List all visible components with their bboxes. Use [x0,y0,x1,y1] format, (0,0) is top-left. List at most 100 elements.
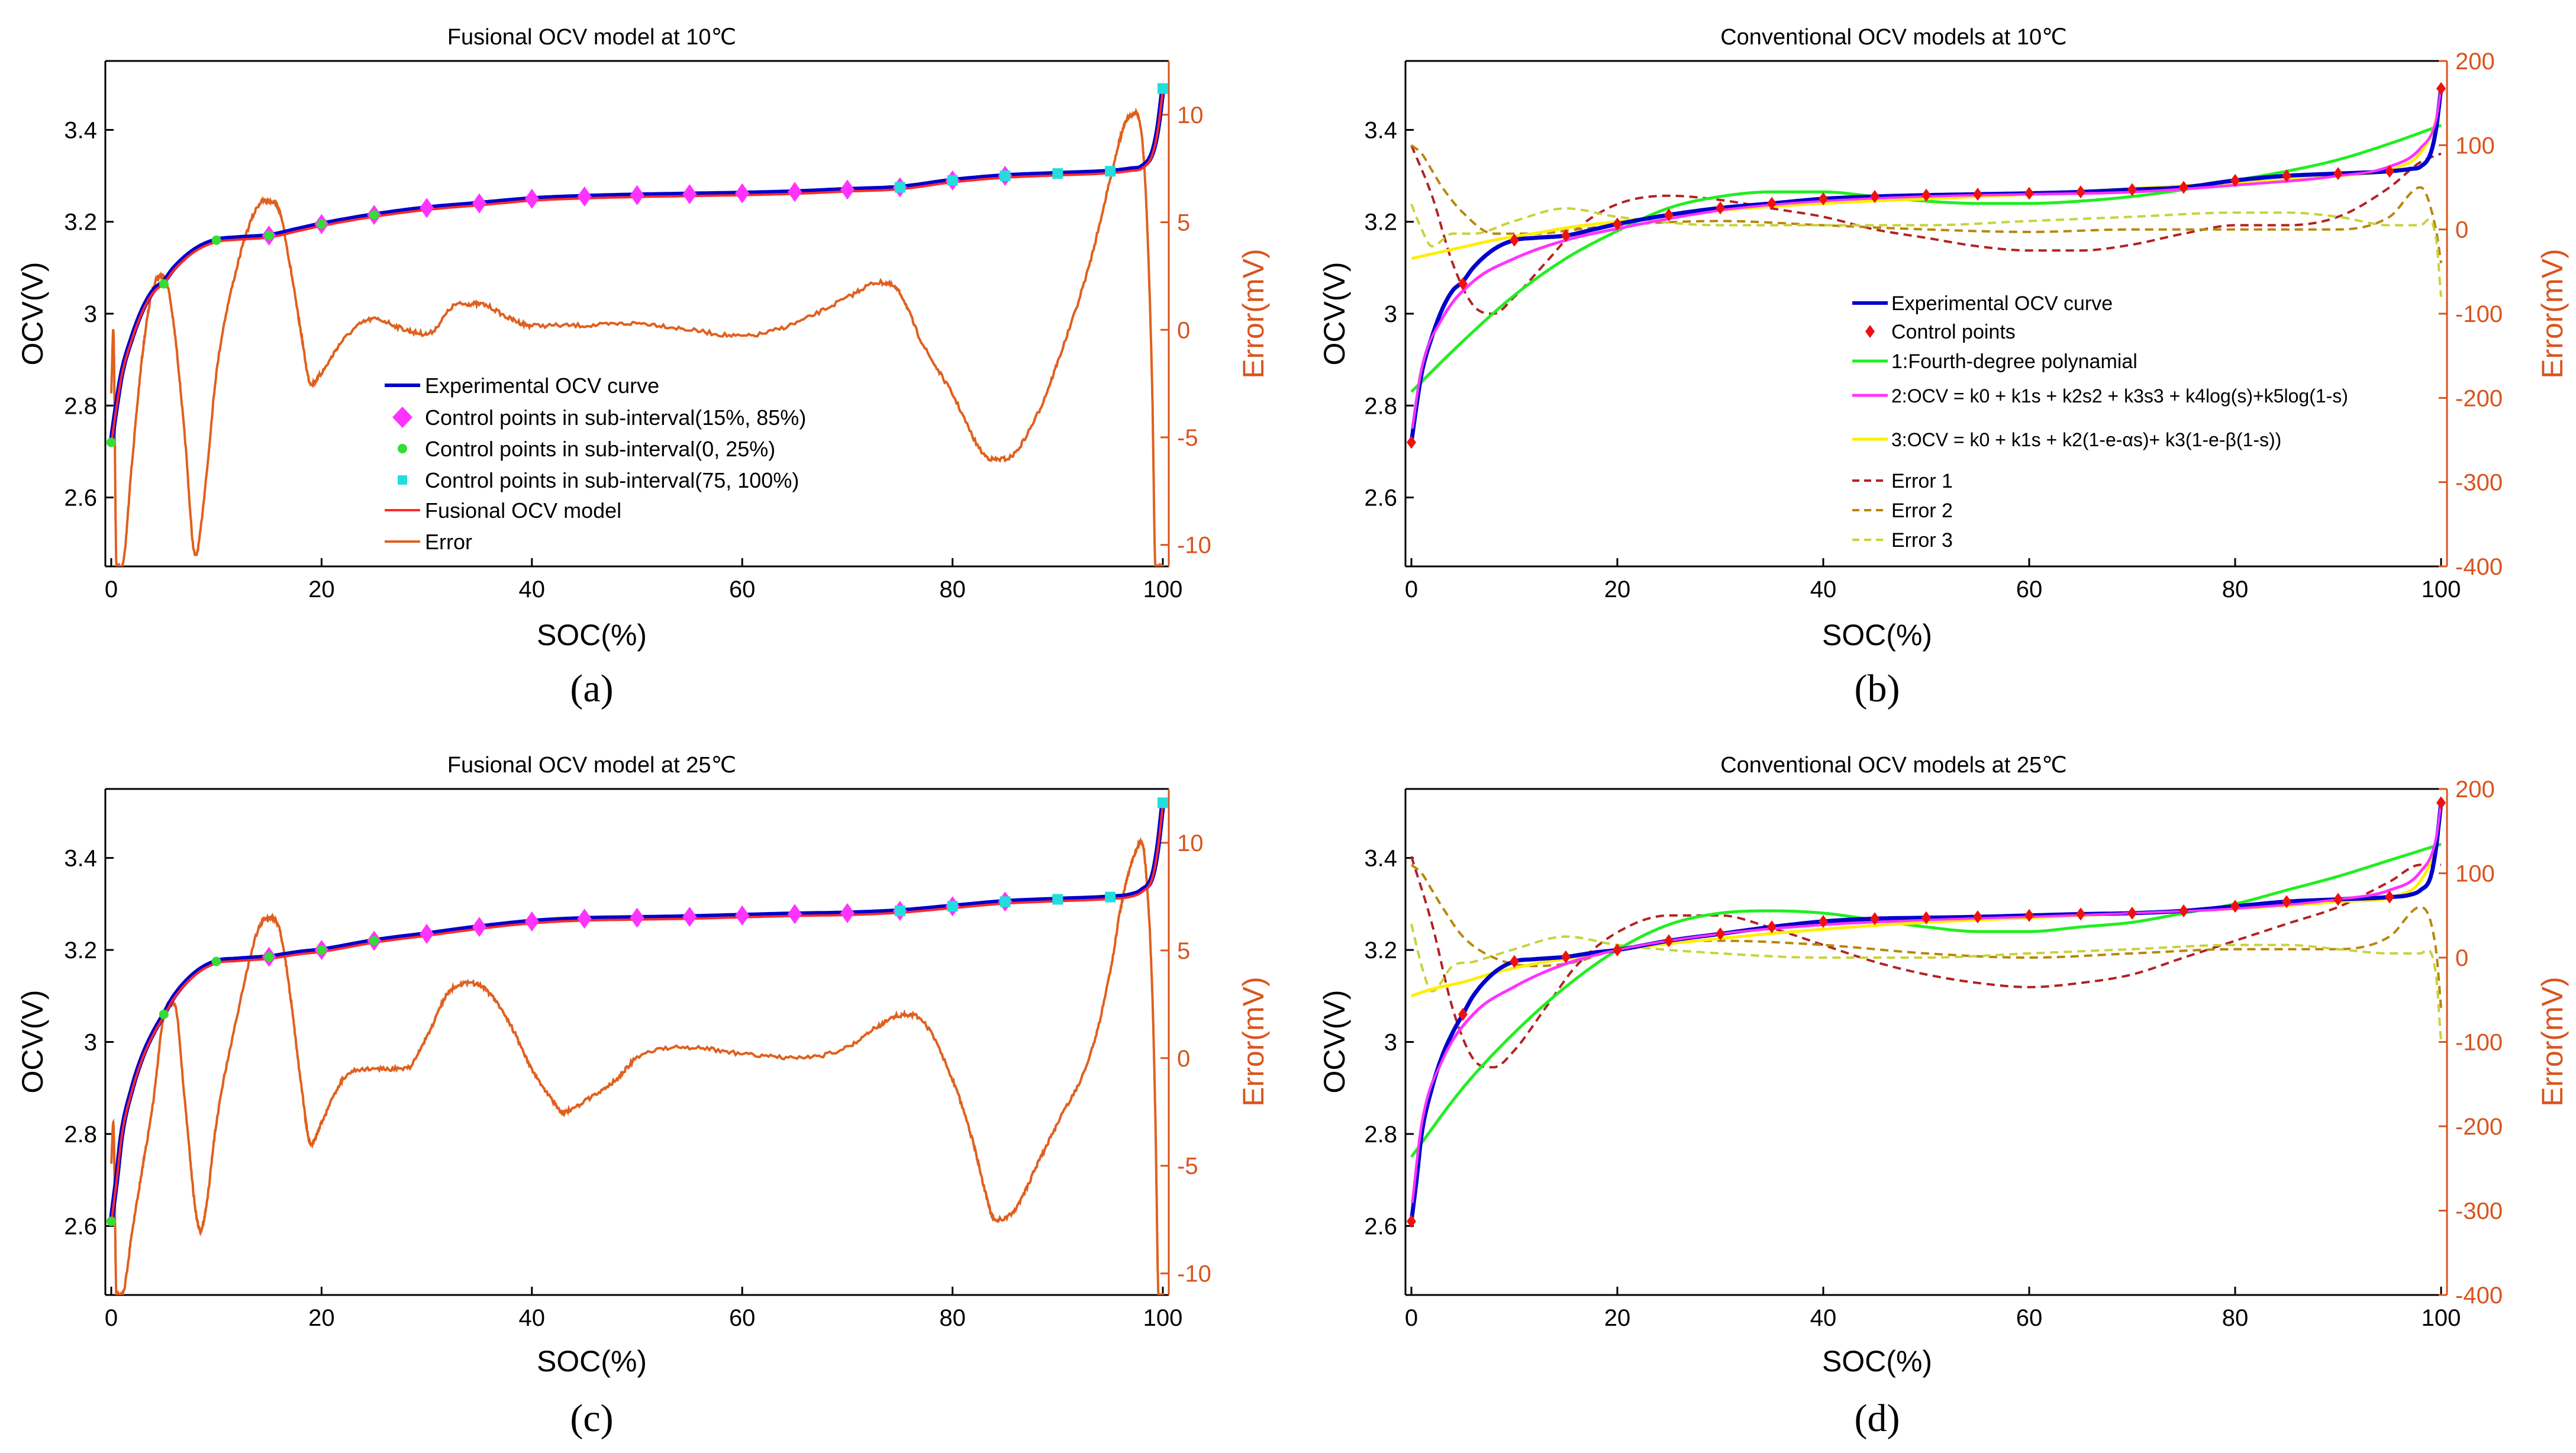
panel-b-control-point [2127,183,2137,196]
panel-a-experimental-line [108,88,1166,443]
panel-d-control-point [1613,943,1622,957]
panel-c-ytick-label: 3 [84,1030,97,1056]
panel-d-control-point [2076,907,2085,921]
panel-c-control-point-mid [840,903,855,923]
panel-a-control-point-low [159,279,169,289]
panel-a-control-point-mid [735,183,750,204]
panel-d-plot: 0 20 40 60 80 100 2.6 2.8 3 3.2 3.4 -400 -300 -200 -10… [1364,777,2503,1331]
legend-b-control: Control points [1891,321,2016,343]
panel-b-control-point [2024,186,2034,200]
panel-d-control-point [1407,1214,1416,1228]
panel-c-control-point-mid [682,907,697,927]
panel-a-control-point-mid [682,184,697,205]
panel-c-y2tick-label: -5 [1177,1154,1198,1180]
panel-a-error-line [110,107,1164,566]
panel-b-control-point [1973,188,1982,201]
legend-b-m1: 1:Fourth-degree polynamial [1891,350,2137,373]
legend-a-fusional: Fusional OCV model [425,498,621,523]
panel-a-control-point-high [1105,166,1116,177]
panel-a-y2tick-label: 10 [1177,102,1204,128]
panel-d-ytick-label: 3.2 [1364,937,1397,964]
panel-b-control-point [1458,277,1468,291]
panel-d-error-2-line [1410,864,2442,1009]
panel-b-label: (b) [1855,667,1900,710]
panel-d-title: Conventional OCV models at 25℃ [1720,753,2067,778]
panel-a-y2tick-label: -10 [1177,533,1211,559]
panel-d-control-point [1819,914,1828,928]
panel-b-xtick-label: 100 [2422,576,2461,603]
panel-a-control-point-mid [420,198,434,218]
panel-c-title: Fusional OCV model at 25℃ [447,753,736,778]
panel-c-xtick-label: 60 [729,1305,756,1331]
panel-b-control-point [2282,169,2291,183]
panel-b-control-point [1407,436,1416,449]
panel-a-control-point-high [894,182,905,193]
panel-a-control-point-mid [630,185,644,205]
panel-d-y2tick-label: -400 [2455,1283,2503,1309]
panel-c-control-point-high [894,905,905,916]
panel-d-model-1-line [1410,842,2442,1158]
panel-a-plot-area [107,83,1168,566]
panel-b-control-point [1716,201,1725,215]
panel-c-fusional-line [110,804,1164,1223]
panel-b-legend: Experimental OCV curve Control points 1:… [1852,292,2348,552]
panel-d-control-point [2230,900,2240,913]
panel-a-y2tick-label: 5 [1177,210,1190,236]
panel-d-control-point [1973,910,1982,924]
panel-b-xtick-label: 40 [1810,576,1837,603]
panel-a-ytick-label: 3 [84,301,97,327]
panel-d-ytick-label: 2.6 [1364,1213,1397,1239]
panel-a-control-point-mid [788,182,802,202]
panel-c-xtick-label: 100 [1143,1305,1183,1331]
panel-d-control-point [2385,890,2394,904]
panel-d-control-point [1716,927,1725,940]
panel-a-control-point-high [1158,83,1168,94]
panel-b-control-point [1767,196,1777,210]
panel-a-control-point-low [264,231,274,241]
panel-a-fusional-line [110,90,1164,444]
panel-d-xtick-label: 0 [1405,1305,1418,1331]
legend-b-e2: Error 2 [1891,500,1953,522]
panel-a-control-point-low [369,210,379,220]
legend-b-e3: Error 3 [1891,529,1953,552]
panel-c-error-line [110,836,1164,1295]
panel-b-control-point [1870,190,1879,204]
legend-b-experimental: Experimental OCV curve [1891,292,2113,315]
panel-b-control-point [1819,192,1828,205]
panel-a-ytick-label: 2.8 [64,393,97,419]
panel-d-control-point [1921,911,1931,924]
panel-a-control-point-high [1052,168,1063,179]
panel-d-experimental-line [1409,802,2443,1222]
panel-c-y2tick-label: 0 [1177,1046,1190,1072]
panel-b-ylabel: OCV(V) [1318,262,1351,366]
panel-b-xtick-label: 80 [2222,576,2249,603]
panel-c-control-point-mid [735,905,750,926]
panel-b-y2tick-label: -300 [2455,470,2503,496]
panel-d-xlabel: SOC(%) [1822,1345,1932,1378]
panel-d-control-point [1767,920,1777,934]
panel-a-xtick-label: 80 [939,576,966,603]
panel-d-xtick-label: 80 [2222,1305,2249,1331]
panel-c-control-point-mid [630,907,644,928]
panel-b-y2tick-label: 200 [2455,49,2495,75]
panel-d-control-point [2333,893,2343,906]
panel-c-control-point-mid [524,911,539,932]
panel-d-control-point [1870,912,1879,926]
panel-c-control-point-high [947,901,958,912]
panel-b-ytick-label: 3.2 [1364,210,1397,236]
panel-d-ytick-label: 2.8 [1364,1122,1397,1148]
panel-a-xtick-label: 20 [308,576,335,603]
panel-c-control-point-mid [472,917,486,937]
panel-a-y2tick-label: -5 [1177,425,1198,451]
panel-c-control-point-high [1158,797,1168,808]
panel-d-y2label: Error(mV) [2536,977,2569,1106]
panel-c-y2tick-label: 5 [1177,938,1190,964]
panel-b-ytick-label: 2.6 [1364,485,1397,511]
panel-b-ytick-label: 2.8 [1364,393,1397,419]
panel-b-control-point [2179,181,2188,194]
panel-c-ylabel: OCV(V) [16,990,49,1094]
panel-a-legend: Experimental OCV curve Control points in… [385,373,806,554]
panel-b-control-point [2230,173,2240,187]
panel-d-xtick-label: 60 [2016,1305,2043,1331]
